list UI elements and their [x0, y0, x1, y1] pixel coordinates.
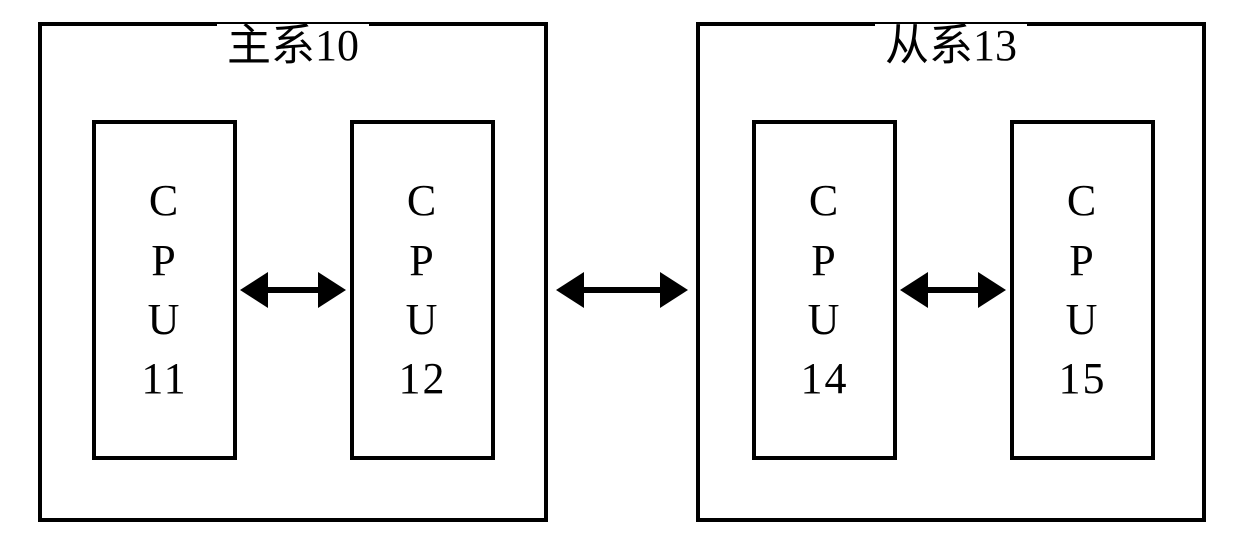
arrow-master-internal — [240, 272, 346, 308]
cpu-11-line2: U — [148, 290, 182, 349]
cpu-12-line3: 12 — [399, 349, 447, 408]
cpu-12-line0: C — [407, 171, 438, 230]
arrow-head-left-icon — [240, 272, 268, 308]
cpu-15-line1: P — [1069, 231, 1095, 290]
cpu-12-line2: U — [406, 290, 440, 349]
cpu-15-line2: U — [1066, 290, 1100, 349]
system-slave-title: 从系13 — [875, 24, 1027, 68]
arrow-head-right-icon — [318, 272, 346, 308]
cpu-11-line1: P — [151, 231, 177, 290]
cpu-12-line1: P — [409, 231, 435, 290]
arrow-shaft — [268, 287, 318, 293]
cpu-15: C P U 15 — [1010, 120, 1155, 460]
cpu-12: C P U 12 — [350, 120, 495, 460]
arrow-head-left-icon — [900, 272, 928, 308]
arrow-slave-internal — [900, 272, 1006, 308]
cpu-14-line3: 14 — [801, 349, 849, 408]
cpu-14-line0: C — [809, 171, 840, 230]
cpu-15-line3: 15 — [1059, 349, 1107, 408]
cpu-14-line2: U — [808, 290, 842, 349]
system-master-title: 主系10 — [217, 24, 369, 68]
cpu-14: C P U 14 — [752, 120, 897, 460]
cpu-15-line0: C — [1067, 171, 1098, 230]
cpu-11-line0: C — [149, 171, 180, 230]
arrow-head-left-icon — [556, 272, 584, 308]
arrow-shaft — [928, 287, 978, 293]
cpu-11-line3: 11 — [141, 349, 187, 408]
arrow-shaft — [584, 287, 660, 293]
arrow-head-right-icon — [660, 272, 688, 308]
cpu-14-line1: P — [811, 231, 837, 290]
diagram-canvas: 主系10 从系13 C P U 11 C P U 12 C P U 14 C P… — [0, 0, 1240, 553]
arrow-head-right-icon — [978, 272, 1006, 308]
arrow-inter-system — [556, 272, 688, 308]
cpu-11: C P U 11 — [92, 120, 237, 460]
